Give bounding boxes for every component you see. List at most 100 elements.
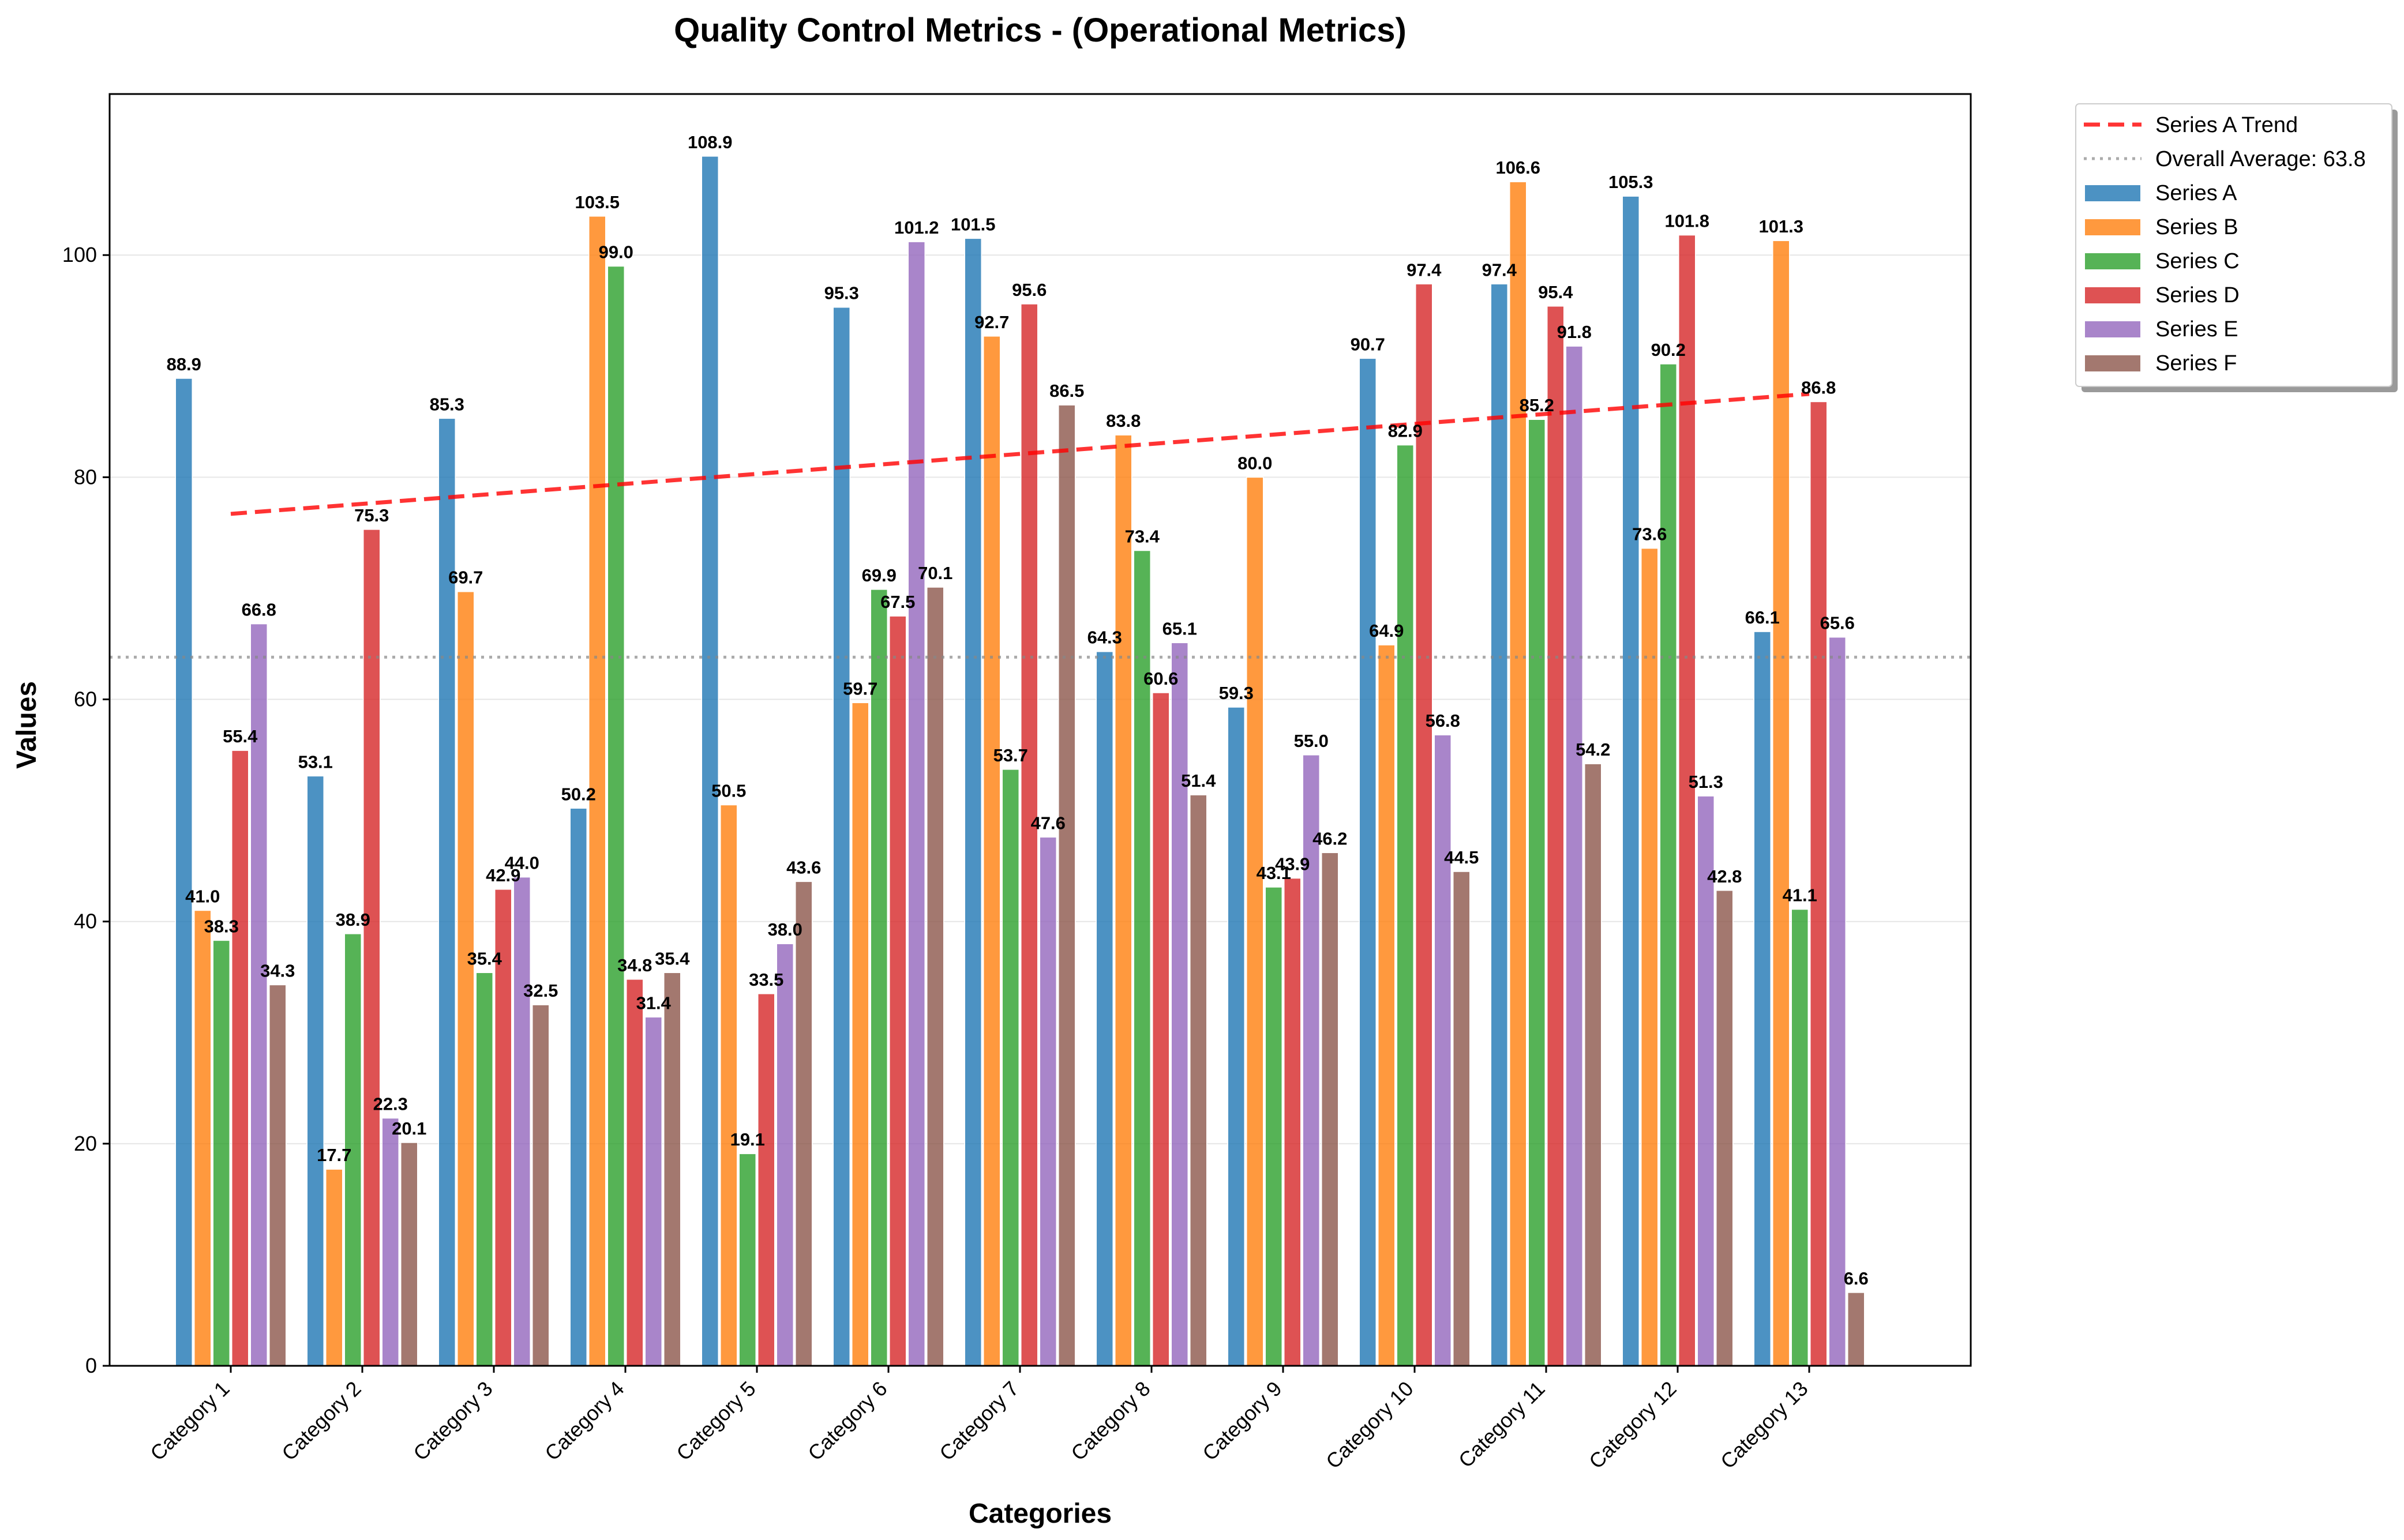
data-label: 69.7 [448, 568, 483, 588]
data-label: 51.4 [1181, 771, 1216, 791]
legend-label: Series F [2155, 351, 2237, 375]
bar [494, 889, 512, 1366]
bar [250, 623, 268, 1366]
data-label: 65.1 [1162, 618, 1197, 638]
bar [1058, 404, 1076, 1366]
bar [964, 238, 982, 1366]
bar [1810, 401, 1828, 1366]
bar [663, 972, 681, 1366]
data-label: 65.6 [1820, 613, 1855, 633]
bar [1828, 636, 1846, 1366]
data-label: 86.8 [1801, 377, 1836, 397]
legend: Series A Trend Overall Average: 63.8 Serie… [2075, 103, 2398, 392]
data-label: 95.6 [1012, 280, 1047, 300]
data-label: 60.6 [1143, 668, 1178, 689]
data-label: 64.9 [1369, 621, 1404, 641]
bars [175, 156, 1865, 1366]
y-axis-label: Values [12, 681, 42, 769]
data-label: 32.5 [523, 981, 558, 1001]
data-label: 66.8 [242, 600, 276, 620]
bar [1152, 692, 1170, 1366]
legend-swatch [2085, 185, 2140, 201]
x-tick-label: Category 7 [935, 1377, 1023, 1466]
y-tick-label: 40 [74, 910, 97, 933]
data-labels: 88.9 53.1 85.3 50.2 108.9 95.3 101.5 64.3 59.3 90… [167, 132, 1869, 1289]
bar [363, 529, 381, 1366]
bar [870, 589, 888, 1366]
data-label: 44.0 [505, 853, 539, 873]
bar [513, 876, 531, 1366]
data-label: 95.4 [1538, 282, 1573, 302]
bar [1641, 547, 1659, 1366]
data-label: 22.3 [373, 1094, 408, 1114]
data-label: 91.8 [1557, 322, 1592, 342]
legend-swatch [2085, 355, 2140, 371]
x-tick-label: Category 12 [1584, 1377, 1681, 1474]
data-label: 70.1 [918, 563, 952, 583]
legend-swatch [2085, 287, 2140, 303]
data-label: 59.7 [843, 678, 877, 698]
x-axis-ticks: Category 1 Category 2 Category 3 Category 4… [145, 1366, 1813, 1473]
data-label: 99.0 [599, 242, 633, 262]
x-tick-label: Category 11 [1454, 1377, 1550, 1473]
data-label: 95.3 [824, 283, 859, 303]
bar [720, 804, 738, 1366]
bar [1509, 181, 1527, 1366]
bar [194, 910, 212, 1366]
x-tick-label: Category 8 [1066, 1377, 1155, 1466]
data-label: 41.0 [185, 886, 220, 906]
plot-frame [108, 93, 1972, 1367]
bar [644, 1016, 662, 1366]
data-label: 19.1 [730, 1129, 765, 1150]
data-label: 90.2 [1651, 340, 1686, 360]
bar [776, 943, 794, 1366]
bar [738, 1153, 756, 1366]
legend-label-trend: Series A Trend [2155, 113, 2298, 137]
chart-title: Quality Control Metrics - (Operational M… [674, 12, 1407, 49]
bar [1490, 283, 1508, 1366]
y-tick-label: 60 [74, 688, 97, 711]
legend-box [2075, 103, 2392, 387]
data-label: 31.4 [636, 993, 672, 1013]
x-tick-label: Category 3 [408, 1377, 497, 1466]
bar [1227, 707, 1245, 1366]
data-label: 67.5 [880, 592, 915, 612]
bar [1359, 358, 1377, 1366]
data-label: 75.3 [354, 505, 389, 525]
bar [269, 984, 287, 1366]
data-label: 55.0 [1294, 731, 1329, 751]
data-label: 108.9 [688, 132, 733, 152]
data-label: 64.3 [1087, 628, 1122, 648]
data-label: 73.6 [1632, 524, 1667, 544]
data-label: 106.6 [1495, 157, 1540, 178]
x-axis-label: Categories [969, 1498, 1112, 1529]
bar [1171, 642, 1188, 1366]
data-label: 54.2 [1576, 739, 1610, 760]
data-label: 59.3 [1219, 683, 1254, 703]
data-label: 17.7 [317, 1145, 351, 1165]
data-label: 50.5 [711, 780, 746, 801]
bar [757, 993, 775, 1366]
bar [306, 775, 324, 1366]
data-label: 42.9 [486, 865, 520, 885]
data-label: 69.9 [862, 565, 897, 585]
data-label: 101.2 [894, 217, 939, 238]
data-label: 34.8 [617, 955, 652, 975]
bar [325, 1169, 343, 1366]
bar [175, 378, 193, 1366]
x-tick-label: Category 6 [803, 1377, 892, 1466]
data-label: 33.5 [749, 970, 783, 990]
legend-label: Series D [2155, 283, 2240, 307]
data-label: 73.4 [1125, 526, 1160, 546]
trend-line [230, 392, 1810, 516]
bar [1528, 419, 1546, 1366]
data-label: 42.8 [1707, 866, 1742, 887]
data-label: 101.3 [1758, 216, 1803, 236]
bar [1115, 434, 1132, 1366]
data-label: 51.3 [1689, 772, 1723, 792]
x-tick-label: Category 1 [145, 1377, 234, 1466]
bar [1415, 283, 1433, 1366]
data-label: 88.9 [167, 354, 201, 374]
bar [475, 972, 493, 1366]
